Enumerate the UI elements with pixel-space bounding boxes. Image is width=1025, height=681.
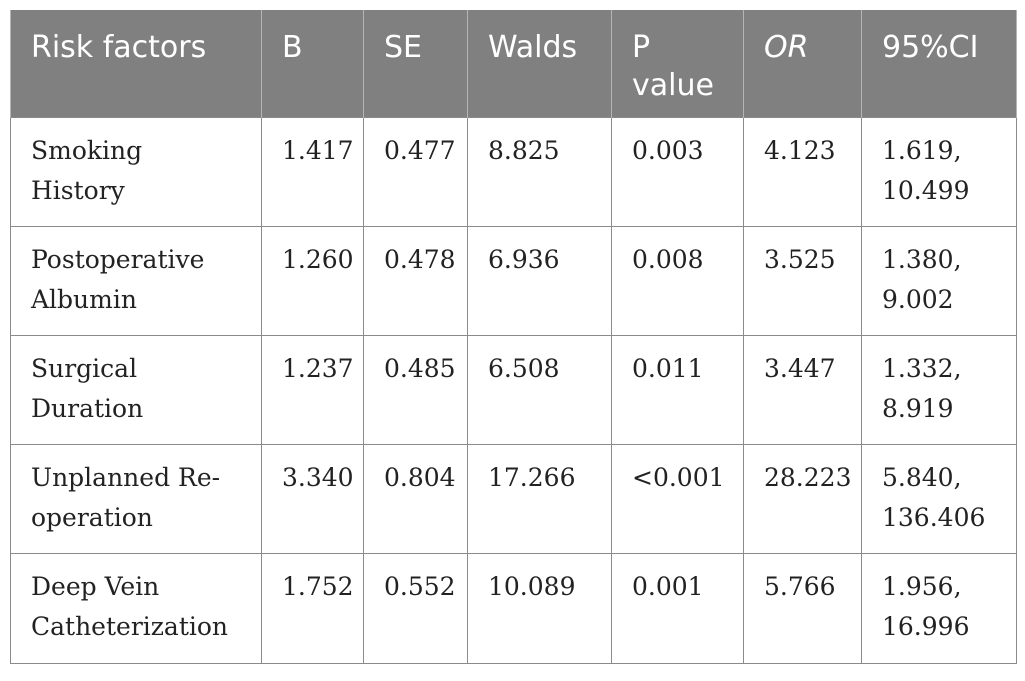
cell-se: 0.804 [363,444,468,554]
cell-se: 0.478 [363,226,468,336]
cell-b: 1.260 [261,226,364,336]
cell-b: 1.237 [261,335,364,445]
table-row: Postoperative Albumin 1.260 0.478 6.936 … [10,226,1017,336]
header-b: B [261,10,364,118]
cell-risk-factor: Postoperative Albumin [10,226,262,336]
cell-or: 5.766 [743,553,862,664]
header-or: OR [743,10,862,118]
cell-or: 3.447 [743,335,862,445]
cell-p-value: 0.003 [611,117,744,227]
header-risk-factors: Risk factors [10,10,262,118]
cell-or: 3.525 [743,226,862,336]
cell-risk-factor: Unplanned Re-operation [10,444,262,554]
cell-p-value: 0.008 [611,226,744,336]
cell-95ci: 1.619, 10.499 [861,117,1017,227]
cell-walds: 17.266 [467,444,612,554]
table-body: Smoking History 1.417 0.477 8.825 0.003 … [10,117,1017,664]
header-row: Risk factors B SE Walds P value OR 95%CI [10,10,1017,118]
cell-p-value: <0.001 [611,444,744,554]
header-p-value: P value [611,10,744,118]
cell-b: 1.417 [261,117,364,227]
cell-risk-factor: Smoking History [10,117,262,227]
cell-95ci: 1.332, 8.919 [861,335,1017,445]
cell-se: 0.477 [363,117,468,227]
risk-factors-table: Risk factors B SE Walds P value OR 95%CI… [10,10,1017,664]
cell-95ci: 1.956, 16.996 [861,553,1017,664]
cell-or: 4.123 [743,117,862,227]
cell-95ci: 5.840, 136.406 [861,444,1017,554]
table-row: Deep Vein Catheterization 1.752 0.552 10… [10,553,1017,664]
table-header: Risk factors B SE Walds P value OR 95%CI [10,10,1017,118]
cell-se: 0.485 [363,335,468,445]
header-se: SE [363,10,468,118]
cell-walds: 8.825 [467,117,612,227]
cell-walds: 10.089 [467,553,612,664]
table-row: Surgical Duration 1.237 0.485 6.508 0.01… [10,335,1017,445]
table-row: Unplanned Re-operation 3.340 0.804 17.26… [10,444,1017,554]
cell-risk-factor: Deep Vein Catheterization [10,553,262,664]
cell-or: 28.223 [743,444,862,554]
cell-walds: 6.936 [467,226,612,336]
header-95ci: 95%CI [861,10,1017,118]
cell-walds: 6.508 [467,335,612,445]
cell-b: 3.340 [261,444,364,554]
table-row: Smoking History 1.417 0.477 8.825 0.003 … [10,117,1017,227]
header-walds: Walds [467,10,612,118]
cell-p-value: 0.001 [611,553,744,664]
cell-95ci: 1.380, 9.002 [861,226,1017,336]
cell-risk-factor: Surgical Duration [10,335,262,445]
cell-se: 0.552 [363,553,468,664]
cell-p-value: 0.011 [611,335,744,445]
cell-b: 1.752 [261,553,364,664]
